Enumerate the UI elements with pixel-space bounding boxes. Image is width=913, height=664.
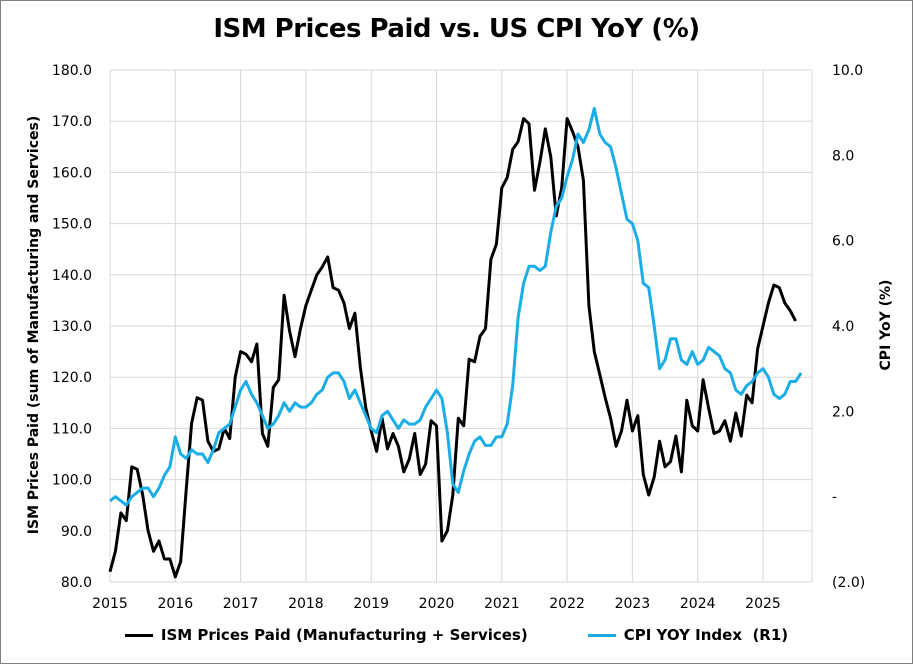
legend-item-cpi: CPI YOY Index (R1) (587, 626, 789, 644)
y-tick-label: 150.0 (52, 217, 92, 233)
x-tick-label: 2024 (680, 596, 716, 612)
y2-tick-label: - (832, 490, 837, 506)
y-tick-label: 120.0 (52, 370, 92, 386)
x-tick-label: 2018 (288, 596, 324, 612)
y-tick-label: 110.0 (52, 421, 92, 437)
y-tick-label: 160.0 (52, 165, 92, 181)
x-tick-label: 2021 (484, 596, 520, 612)
legend-label-ism: ISM Prices Paid (Manufacturing + Service… (160, 626, 528, 644)
gridlines (109, 69, 813, 583)
x-tick-label: 2016 (157, 596, 193, 612)
x-tick-label: 2019 (353, 596, 389, 612)
y-tick-label: 130.0 (52, 319, 92, 335)
y-axis-label: ISM Prices Paid (sum of Manufacturing an… (26, 116, 42, 534)
series-lines (108, 106, 803, 579)
y-tick-label: 180.0 (52, 63, 92, 79)
legend-label-cpi: CPI YOY Index (R1) (623, 626, 789, 644)
y-tick-label: 80.0 (61, 575, 92, 591)
x-tick-label: 2017 (223, 596, 259, 612)
legend-swatch-cpi (587, 633, 616, 637)
x-tick-label: 2015 (92, 596, 128, 612)
y-tick-label: 170.0 (52, 114, 92, 130)
x-tick-label: 2020 (419, 596, 455, 612)
y2-tick-label: 8.0 (832, 148, 854, 164)
x-tick-label: 2022 (549, 596, 585, 612)
legend: ISM Prices Paid (Manufacturing + Service… (0, 626, 913, 644)
legend-item-ism: ISM Prices Paid (Manufacturing + Service… (124, 626, 528, 644)
y-tick-label: 90.0 (61, 524, 92, 540)
chart-title: ISM Prices Paid vs. US CPI YoY (%) (213, 14, 700, 44)
y2-tick-label: 2.0 (832, 404, 854, 420)
y-tick-label: 100.0 (52, 473, 92, 489)
ism-prices-paid-line (108, 117, 797, 579)
y2-tick-label: 4.0 (832, 319, 854, 335)
x-tick-label: 2025 (745, 596, 781, 612)
y2-tick-label: (2.0) (832, 575, 865, 591)
y2-tick-label: 10.0 (832, 63, 863, 79)
tick-labels: 180.0 170.0 160.0 150.0 140.0 130.0 120.0 110.0… (52, 63, 865, 612)
x-tick-label: 2023 (615, 596, 651, 612)
cpi-yoy-line (109, 106, 803, 507)
y2-axis-label: CPI YoY (%) (878, 280, 894, 371)
legend-swatch-ism (124, 633, 153, 637)
y2-tick-label: 6.0 (832, 234, 854, 250)
y-tick-label: 140.0 (52, 268, 92, 284)
